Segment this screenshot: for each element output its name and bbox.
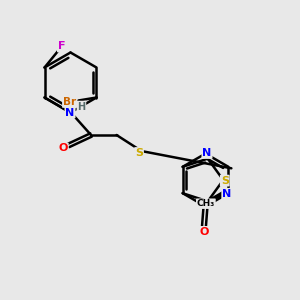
Text: F: F: [58, 41, 65, 52]
Text: N: N: [222, 189, 232, 199]
Text: Br: Br: [63, 97, 76, 107]
Text: N: N: [65, 107, 75, 118]
Text: S: S: [135, 148, 143, 158]
Text: S: S: [221, 176, 229, 186]
Text: CH₃: CH₃: [197, 199, 215, 208]
Text: O: O: [58, 143, 68, 154]
Text: N: N: [202, 148, 211, 158]
Text: H: H: [77, 101, 86, 112]
Text: O: O: [199, 227, 209, 237]
